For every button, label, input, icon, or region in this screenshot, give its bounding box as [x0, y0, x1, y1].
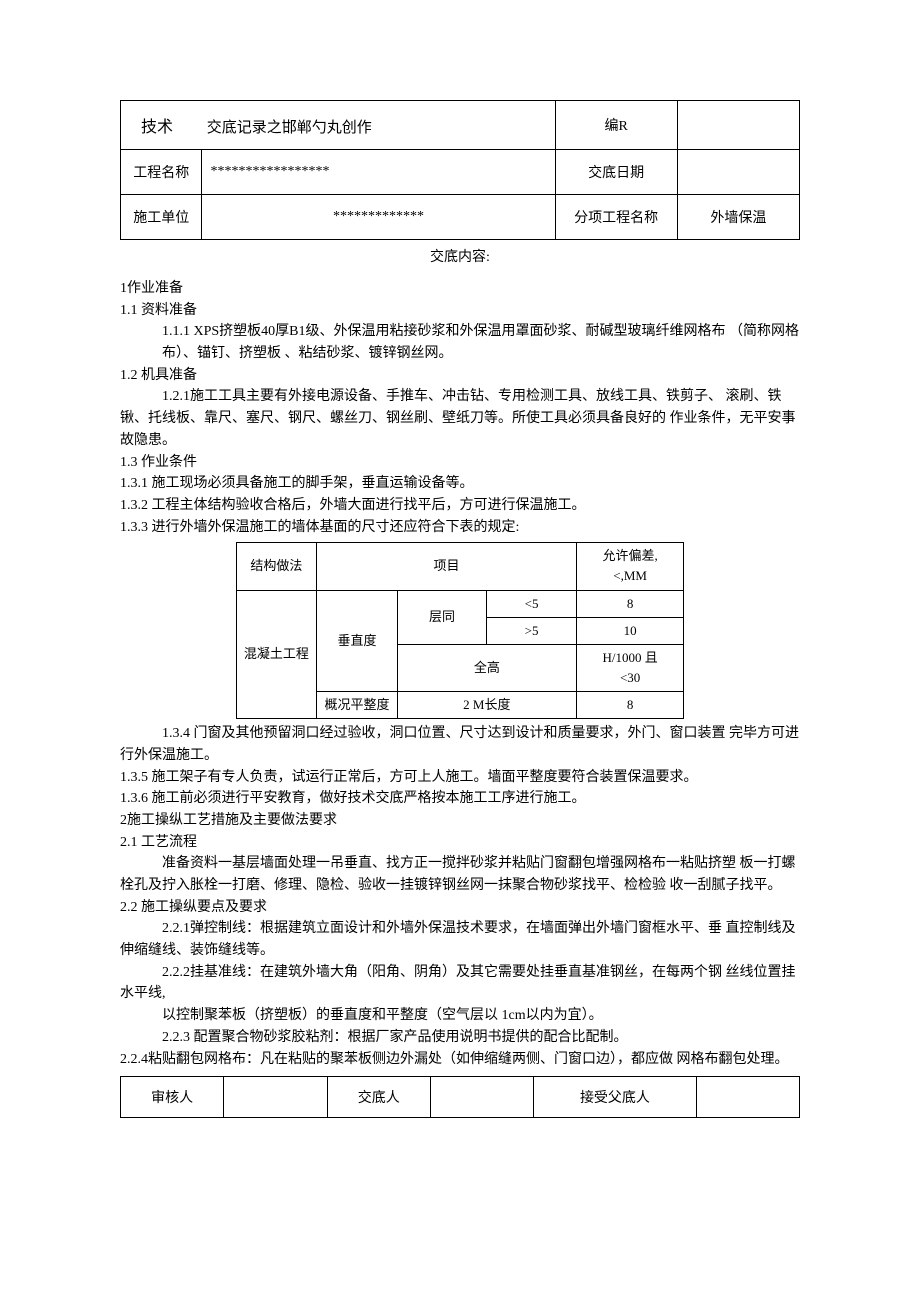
section-1-3-5: 1.3.5 施工架子有专人负责，试运行正常后，方可上人施工。墙面平整度要符合装置…	[120, 767, 800, 789]
section-1-1-1: 1.1.1 XPS挤塑板40厚B1级、外保温用粘接砂浆和外保温用罩面砂浆、耐碱型…	[162, 321, 800, 364]
section-2-1-text: 准备资料一基层墙面处理一吊垂直、找方正一搅拌砂浆并粘贴门窗翻包增强网格布一粘贴挤…	[120, 853, 800, 896]
section-2-2-3: 2.2.3 配置聚合物砂浆胶粘剂：根据厂家产品使用说明书提供的配合比配制。	[120, 1027, 800, 1049]
subproject-label: 分项工程名称	[555, 195, 677, 240]
section-1-3-2: 1.3.2 工程主体结构验收合格后，外墙大面进行找平后，方可进行保温施工。	[120, 495, 800, 517]
section-1-3: 1.3 作业条件	[120, 452, 800, 474]
section-1-2-1: 1.2.1施工工具主要有外接电源设备、手推车、冲击钻、专用检测工具、放线工具、铁…	[120, 386, 800, 451]
spec-r1c4b: >5	[487, 617, 577, 644]
section-1: 1作业准备	[120, 278, 800, 300]
date-value	[677, 150, 799, 195]
section-2-2-2: 2.2.2挂基准线：在建筑外墙大角（阳角、阴角）及其它需要处挂垂直基准钢丝，在每…	[120, 962, 800, 1005]
code-value	[677, 101, 799, 150]
section-2-2: 2.2 施工操纵要点及要求	[120, 897, 800, 919]
title-left: 技术	[141, 113, 173, 137]
spec-h3b: <,MM	[576, 566, 684, 590]
spec-r3c2: 概况平整度	[317, 692, 398, 719]
reviewer-label: 审核人	[121, 1077, 224, 1118]
section-2-1: 2.1 工艺流程	[120, 832, 800, 854]
title-right: 交底记录之邯郸勺丸创作	[207, 120, 372, 136]
section-1-2: 1.2 机具准备	[120, 365, 800, 387]
title-cell: 技术 交底记录之邯郸勺丸创作	[121, 101, 556, 150]
spec-r2c5: H/1000 且	[576, 644, 684, 668]
code-label: 编R	[555, 101, 677, 150]
spec-r1c3: 层同	[397, 590, 487, 644]
receiver-label: 接受父底人	[534, 1077, 696, 1118]
date-label: 交底日期	[555, 150, 677, 195]
spec-r1c2: 垂直度	[317, 590, 398, 692]
project-name-value: *****************	[202, 150, 555, 195]
footer-table: 审核人 交底人 接受父底人	[120, 1076, 800, 1118]
spec-table: 结构做法 项目 允许偏差, <,MM 混凝土工程 垂直度 层同 <5 8 >5 …	[236, 542, 685, 719]
section-1-1: 1.1 资料准备	[120, 300, 800, 322]
section-2: 2施工操纵工艺措施及主要做法要求	[120, 810, 800, 832]
spec-r1c5b: 10	[576, 617, 684, 644]
section-1-3-3: 1.3.3 进行外墙外保温施工的墙体基面的尺寸还应符合下表的规定:	[120, 517, 800, 539]
document-body: 1作业准备 1.1 资料准备 1.1.1 XPS挤塑板40厚B1级、外保温用粘接…	[120, 278, 800, 1070]
unit-value: *************	[202, 195, 555, 240]
section-2-2-4: 2.2.4粘贴翻包网格布：凡在粘贴的聚苯板侧边外漏处（如伸缩缝两侧、门窗口边），…	[120, 1049, 800, 1071]
submitter-label: 交底人	[327, 1077, 430, 1118]
section-2-2-1: 2.2.1弹控制线：根据建筑立面设计和外墙外保温技术要求，在墙面弹出外墙门窗框水…	[120, 918, 800, 961]
subproject-value: 外墙保温	[677, 195, 799, 240]
section-1-3-4: 1.3.4 门窗及其他预留洞口经过验收，洞口位置、尺寸达到设计和质量要求，外门、…	[120, 723, 800, 766]
spec-r3c3: 2 M长度	[397, 692, 576, 719]
spec-r1c1: 混凝土工程	[236, 590, 317, 719]
receiver-value	[696, 1077, 799, 1118]
content-label: 交底内容:	[120, 246, 800, 266]
submitter-value	[430, 1077, 533, 1118]
spec-r3c5: 8	[576, 692, 684, 719]
section-2-2-2b: 以控制聚苯板（挤塑板）的垂直度和平整度（空气层以 1cm以内为宜）。	[120, 1005, 800, 1027]
reviewer-value	[224, 1077, 327, 1118]
section-1-3-6: 1.3.6 施工前必须进行平安教育，做好技术交底严格按本施工工序进行施工。	[120, 788, 800, 810]
spec-r2c5b: <30	[576, 668, 684, 692]
section-1-3-1: 1.3.1 施工现场必须具备施工的脚手架，垂直运输设备等。	[120, 473, 800, 495]
spec-h2: 项目	[317, 543, 577, 590]
spec-h1: 结构做法	[236, 543, 317, 590]
project-name-label: 工程名称	[121, 150, 202, 195]
spec-r1c4a: <5	[487, 590, 577, 617]
spec-r2c3: 全高	[397, 644, 576, 691]
header-table: 技术 交底记录之邯郸勺丸创作 编R 工程名称 *****************…	[120, 100, 800, 240]
unit-label: 施工单位	[121, 195, 202, 240]
spec-r1c5a: 8	[576, 590, 684, 617]
spec-h3: 允许偏差,	[576, 543, 684, 567]
